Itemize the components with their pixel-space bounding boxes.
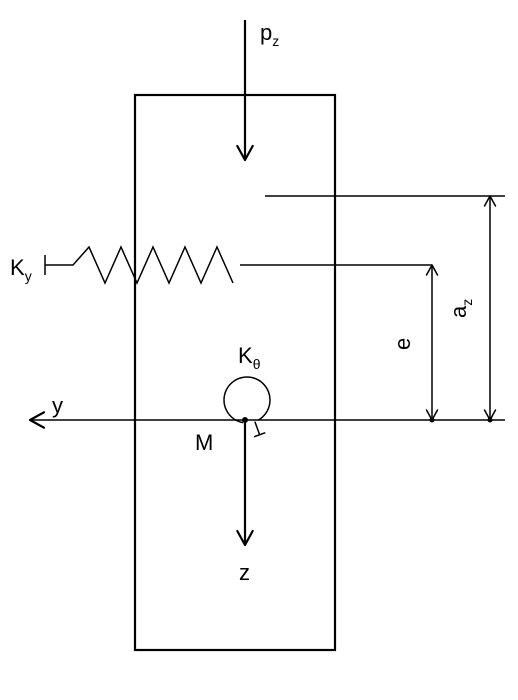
label-pz: pz xyxy=(260,20,279,49)
label-e: e xyxy=(390,338,415,350)
label-ky: Ky xyxy=(10,255,32,284)
label-y: y xyxy=(52,393,63,418)
label-az: az xyxy=(446,299,475,318)
rot-spring-ktheta xyxy=(224,377,270,423)
label-z: z xyxy=(239,560,250,585)
label-m: M xyxy=(195,430,213,455)
section-rectangle xyxy=(135,95,335,650)
svg-text:az: az xyxy=(446,299,475,318)
label-ktheta: Kθ xyxy=(238,343,261,372)
spring-ky xyxy=(65,247,233,283)
